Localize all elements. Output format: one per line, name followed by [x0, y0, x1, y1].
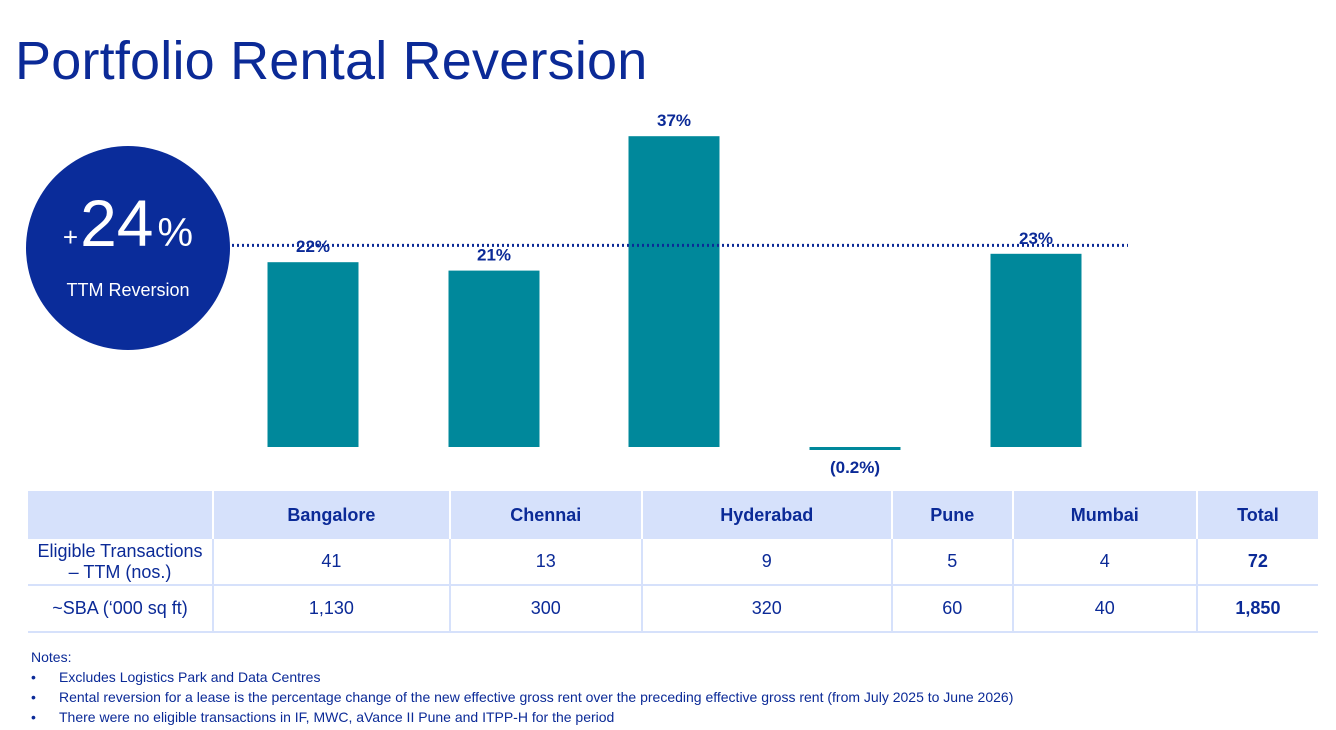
ttm-reversion-badge: + 24 % TTM Reversion — [26, 146, 230, 350]
table-cell: 5 — [891, 539, 1014, 586]
page-title: Portfolio Rental Reversion — [15, 31, 648, 91]
bar-label-hyderabad: 37% — [657, 111, 691, 130]
transactions-table: Bangalore Chennai Hyderabad Pune Mumbai … — [28, 491, 1318, 633]
notes-heading: Notes: — [31, 649, 72, 665]
bar-label-chennai: 21% — [477, 246, 511, 265]
bar-mumbai — [990, 253, 1082, 447]
note-item: Excludes Logistics Park and Data Centres — [31, 667, 1013, 687]
table-cell: 60 — [891, 585, 1014, 633]
reversion-label: TTM Reversion — [66, 280, 190, 300]
note-item: Rental reversion for a lease is the perc… — [31, 687, 1013, 707]
notes: Notes: Excludes Logistics Park and Data … — [31, 647, 1013, 727]
reversion-value: + 24 % — [26, 190, 230, 256]
bar-label-mumbai: 23% — [1019, 229, 1053, 248]
bar-label-pune: (0.2%) — [830, 458, 880, 477]
table-cell: 9 — [641, 539, 893, 586]
table-header-row: Bangalore Chennai Hyderabad Pune Mumbai … — [28, 491, 1318, 539]
bar-hyderabad — [628, 136, 720, 447]
header-cell-mumbai: Mumbai — [1012, 491, 1198, 539]
bar-bangalore — [267, 262, 359, 447]
row-label-line: Eligible Transactions — [37, 540, 203, 561]
table-cell: 4 — [1012, 539, 1198, 586]
table-cell: 13 — [449, 539, 643, 586]
row-label: Eligible Transactions – TTM (nos.) — [28, 539, 214, 586]
bar-pune — [809, 447, 901, 450]
table-cell-total: 1,850 — [1196, 585, 1318, 633]
table-cell: 40 — [1012, 585, 1198, 633]
bar-chennai — [448, 270, 540, 447]
table-row: Eligible Transactions – TTM (nos.) 41 13… — [28, 539, 1318, 586]
header-cell-pune: Pune — [891, 491, 1014, 539]
table-cell-total: 72 — [1196, 539, 1318, 586]
row-label: ~SBA (‘000 sq ft) — [28, 585, 214, 633]
row-label-line: – TTM (nos.) — [68, 561, 172, 582]
table-cell: 41 — [213, 539, 451, 586]
row-label-line: ~SBA (‘000 sq ft) — [52, 598, 188, 618]
header-cell-hyderabad: Hyderabad — [641, 491, 893, 539]
notes-list: Excludes Logistics Park and Data Centres… — [31, 667, 1013, 727]
header-cell-total: Total — [1196, 491, 1318, 539]
table-cell: 1,130 — [213, 585, 451, 633]
reversion-number: 24 — [80, 186, 154, 260]
note-item: There were no eligible transactions in I… — [31, 707, 1013, 727]
rental-reversion-bar-chart: 22%21%37%(0.2%)23% — [232, 111, 1128, 477]
header-cell-empty — [28, 491, 214, 539]
percent-sign: % — [157, 211, 194, 255]
table-cell: 300 — [449, 585, 643, 633]
header-cell-chennai: Chennai — [449, 491, 643, 539]
plus-sign: + — [62, 222, 79, 252]
table-row: ~SBA (‘000 sq ft) 1,130 300 320 60 40 1,… — [28, 585, 1318, 633]
table-cell: 320 — [641, 585, 893, 633]
header-cell-bangalore: Bangalore — [213, 491, 451, 539]
